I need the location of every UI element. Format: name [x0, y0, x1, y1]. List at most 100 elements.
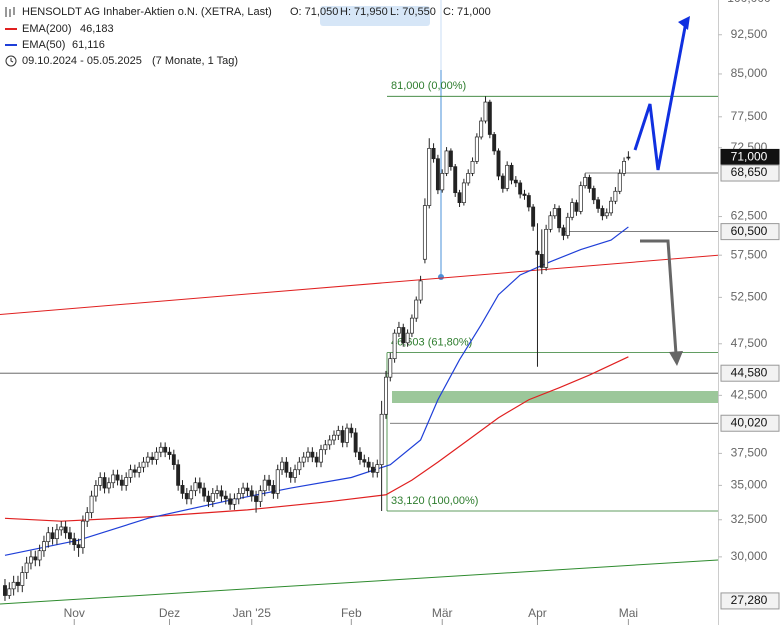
candle-body	[98, 477, 103, 486]
y-tick-label: 30,000	[731, 549, 768, 563]
price-label: 68,650	[731, 165, 768, 179]
y-tick-label: 37,500	[731, 446, 768, 460]
candle-body	[16, 581, 20, 586]
clock-icon	[5, 55, 17, 67]
candle-body	[106, 482, 111, 489]
candle-body	[54, 529, 59, 540]
candle-body	[505, 164, 510, 189]
candle-body	[167, 451, 172, 455]
candle-body	[565, 216, 570, 236]
candle-body	[176, 464, 181, 486]
candle-body	[59, 526, 64, 531]
candle-body	[401, 327, 406, 344]
price-label: 71,000	[731, 150, 768, 164]
candle-body	[379, 413, 384, 466]
candle-body	[448, 150, 453, 167]
candle-body	[466, 173, 471, 184]
candle-body	[323, 444, 328, 451]
candle-body	[396, 327, 401, 334]
y-tick-label: 42,500	[731, 388, 768, 402]
candle-body	[362, 459, 367, 463]
candle-body	[340, 430, 345, 443]
candle-body	[219, 490, 224, 497]
price-label: 27,280	[731, 593, 768, 607]
candle-body	[37, 550, 42, 561]
candle-body	[128, 469, 133, 478]
candle-body	[306, 451, 310, 458]
candle-body	[124, 477, 129, 486]
candle-body	[319, 449, 323, 463]
quote: O: 71,050 H: 71,950 L: 70,550 C: 71,000	[290, 6, 491, 18]
candle-body	[409, 317, 414, 334]
candle-body	[600, 208, 605, 217]
candle-body	[513, 179, 518, 184]
candle-body	[232, 498, 237, 505]
candle-body	[531, 206, 536, 227]
candle-body	[288, 471, 293, 478]
candle-body	[461, 182, 466, 204]
candle-body	[206, 495, 211, 502]
candle-body	[332, 434, 336, 441]
candle-body	[280, 461, 284, 471]
candle-body	[375, 464, 380, 473]
x-tick-label: Nov	[64, 606, 85, 620]
candle-body	[626, 156, 631, 159]
bear-arrow	[640, 239, 678, 355]
bear-arrowhead	[669, 351, 683, 366]
x-tick-label: Feb	[341, 606, 362, 620]
candle-body	[596, 199, 601, 209]
candle-body	[85, 512, 90, 522]
candle-body	[258, 490, 263, 502]
candle-body	[145, 456, 150, 463]
candle-body	[80, 520, 85, 549]
price-label: 60,500	[731, 224, 768, 238]
price-label: 40,020	[731, 415, 768, 429]
price-label-box	[720, 414, 780, 432]
candle-body	[215, 490, 220, 494]
y-tick-label: 57,500	[731, 247, 768, 261]
candle-body	[327, 439, 332, 446]
candle-body	[67, 532, 72, 540]
ema-line	[4, 226, 629, 556]
candle-body	[336, 430, 341, 436]
x-tick-label: Jan '25	[233, 606, 272, 620]
y-tick-label: 52,500	[731, 290, 768, 304]
candle-body	[345, 427, 349, 443]
price-label-box	[720, 164, 780, 182]
candle-body	[587, 177, 592, 189]
candle-body	[440, 173, 445, 191]
candle-body	[518, 182, 523, 195]
header-bg	[0, 0, 500, 70]
period-note: (7 Monate, 1 Tag)	[152, 55, 238, 67]
candle-body	[46, 532, 51, 543]
candle-body	[236, 493, 241, 500]
candle-body	[500, 175, 505, 189]
candle-body	[33, 556, 38, 561]
plot: 81,000 (0,00%) 46,603 (61,80%) 33,120 (100…	[0, 80, 719, 605]
candle-body	[284, 461, 289, 473]
candle-body	[3, 585, 7, 596]
y-tick-label: 100,000	[727, 0, 771, 5]
candle-body	[50, 532, 55, 540]
quote-value: L: 70,550	[390, 6, 436, 18]
candle-body	[11, 581, 16, 590]
candle-body	[591, 188, 596, 201]
candle-body	[414, 299, 419, 319]
candle-body	[184, 493, 189, 500]
candle-body	[72, 538, 77, 546]
crosshair-point	[438, 274, 444, 280]
bull-arrow	[633, 21, 688, 171]
candle-body	[41, 541, 46, 552]
candle-body	[617, 173, 622, 192]
y-tick-label: 92,500	[731, 27, 768, 41]
candle-body	[557, 208, 562, 229]
candle-body	[254, 495, 259, 502]
candle-body	[392, 332, 397, 360]
bull-arrowhead	[678, 16, 690, 30]
candle-body	[293, 469, 297, 478]
candle-body	[76, 544, 81, 549]
candle-body	[193, 482, 198, 492]
ema-line	[4, 356, 629, 522]
